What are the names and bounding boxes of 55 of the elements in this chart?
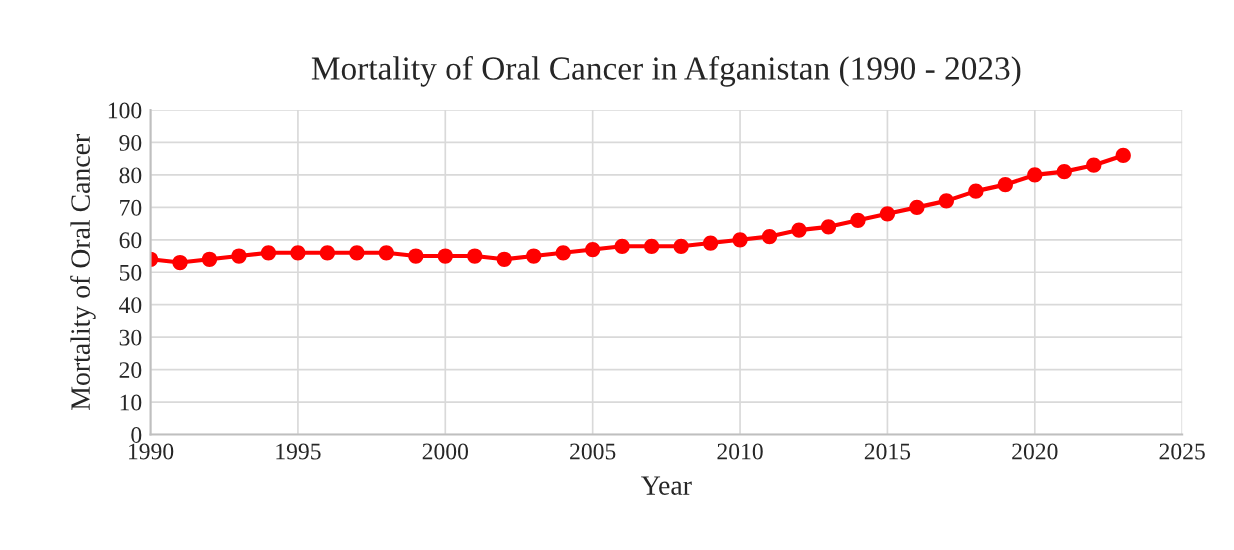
- point: [319, 245, 336, 261]
- point: [791, 222, 807, 238]
- point: [437, 248, 453, 264]
- y-tick-label: 10: [120, 394, 142, 411]
- y-tick-label: 30: [119, 329, 142, 346]
- point: [496, 251, 512, 267]
- y-tick-label: 70: [120, 199, 142, 216]
- point: [997, 177, 1013, 193]
- y-tick-label: 50: [119, 264, 142, 281]
- point: [938, 193, 955, 209]
- chart-title: Mortality of Oral Cancer in Afganistan (1990 - 2023): [311, 55, 1021, 87]
- point: [260, 245, 277, 261]
- point: [231, 248, 247, 264]
- y-tick-label: 80: [119, 167, 142, 184]
- point: [467, 248, 483, 264]
- y-tick-label: 60: [119, 232, 142, 249]
- point: [378, 245, 394, 261]
- x-tick-label: 2025: [1159, 443, 1205, 460]
- x-tick-label: 2015: [864, 443, 911, 460]
- point: [732, 232, 748, 248]
- point: [643, 238, 660, 254]
- x-tick-label: 1995: [276, 443, 321, 460]
- point: [585, 241, 601, 258]
- point: [673, 238, 689, 254]
- y-axis-title: Mortality of Oral Cancer: [70, 134, 96, 410]
- point: [172, 254, 188, 271]
- point: [201, 251, 218, 267]
- point: [761, 228, 778, 245]
- x-tick-label: 2000: [422, 443, 469, 460]
- point: [526, 248, 542, 264]
- point: [1056, 164, 1072, 180]
- y-tick-label: 0: [131, 426, 142, 443]
- x-tick-label: 2020: [1012, 443, 1058, 460]
- point: [968, 183, 984, 199]
- point: [879, 206, 896, 222]
- x-axis-title: Year: [641, 476, 692, 495]
- y-tick-label: 100: [108, 102, 142, 119]
- point: [614, 238, 630, 254]
- point: [909, 199, 925, 215]
- point: [1115, 147, 1131, 164]
- point: [555, 245, 571, 261]
- point: [820, 219, 837, 235]
- y-tick-label: 90: [119, 134, 142, 151]
- point: [1027, 167, 1043, 183]
- point: [850, 212, 866, 228]
- point: [349, 245, 365, 261]
- point: [1086, 157, 1102, 173]
- point: [290, 245, 306, 261]
- y-tick-label: 20: [119, 362, 142, 379]
- point: [702, 235, 719, 251]
- point: [408, 248, 424, 264]
- x-tick-label: 2010: [717, 443, 763, 460]
- x-tick-label: 2005: [570, 443, 616, 460]
- y-tick-label: 40: [119, 297, 142, 314]
- x-tick-label: 1990: [129, 443, 174, 460]
